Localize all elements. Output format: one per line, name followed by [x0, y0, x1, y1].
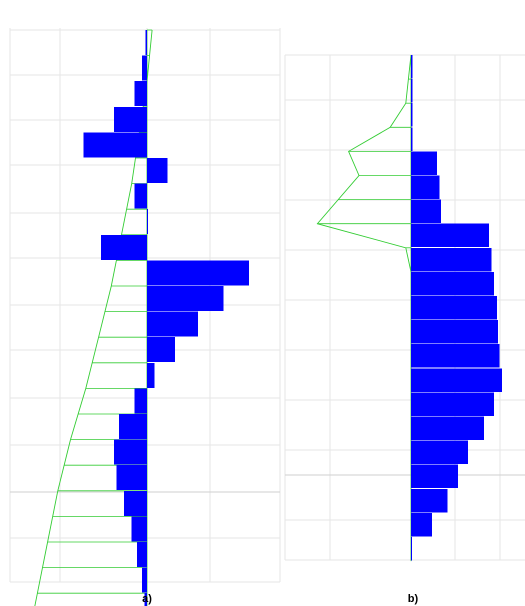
a-bar-3: [134, 81, 148, 107]
b-bar-21: [411, 537, 413, 561]
a-bar-19: [124, 490, 147, 516]
b-bar-16: [411, 416, 484, 440]
b-bar-20: [411, 512, 432, 537]
b-bar-1: [411, 55, 413, 79]
a-bar-1: [145, 30, 147, 55]
a-bar-23: [144, 593, 147, 606]
a-bar-8: [147, 209, 149, 235]
a-bar-13: [147, 337, 176, 363]
a-bar-2: [141, 55, 147, 81]
b-bar-2: [411, 79, 413, 103]
a-bar-6: [147, 158, 168, 183]
a-bar-5: [83, 132, 148, 158]
b-bar-10: [411, 271, 495, 296]
b-bar-7: [411, 199, 441, 224]
a-bar-14: [147, 362, 155, 388]
a-bar-10: [147, 260, 249, 286]
a-bar-22: [141, 567, 147, 593]
b-bar-17: [411, 440, 469, 465]
b-bar-6: [411, 175, 440, 199]
panel-b: [284, 54, 525, 562]
panel-b-label: b): [408, 593, 419, 605]
a-bar-7: [134, 183, 148, 209]
a-bar-9: [101, 234, 147, 260]
a-bar-15: [134, 388, 148, 414]
a-bar-4: [113, 106, 147, 132]
a-bar-12: [147, 311, 198, 337]
a-bar-18: [116, 465, 147, 491]
panel-a: [9, 28, 281, 606]
b-bar-11: [411, 296, 497, 320]
b-bar-3: [411, 103, 413, 127]
b-curve: [316, 54, 412, 272]
a-bar-21: [136, 542, 147, 567]
b-bar-5: [411, 151, 437, 175]
a-bar-20: [131, 516, 147, 542]
a-bar-11: [147, 286, 224, 311]
b-bar-4: [411, 127, 413, 151]
panel-a-label: a): [142, 593, 152, 605]
b-bar-12: [411, 320, 499, 344]
b-bar-9: [411, 247, 492, 272]
b-bar-14: [411, 368, 502, 392]
b-bar-13: [411, 344, 500, 368]
b-bar-15: [411, 392, 495, 416]
b-bar-19: [411, 488, 448, 513]
b-bar-8: [411, 223, 489, 248]
a-bar-16: [119, 414, 147, 439]
b-bar-18: [411, 464, 458, 489]
a-bar-17: [113, 439, 147, 465]
